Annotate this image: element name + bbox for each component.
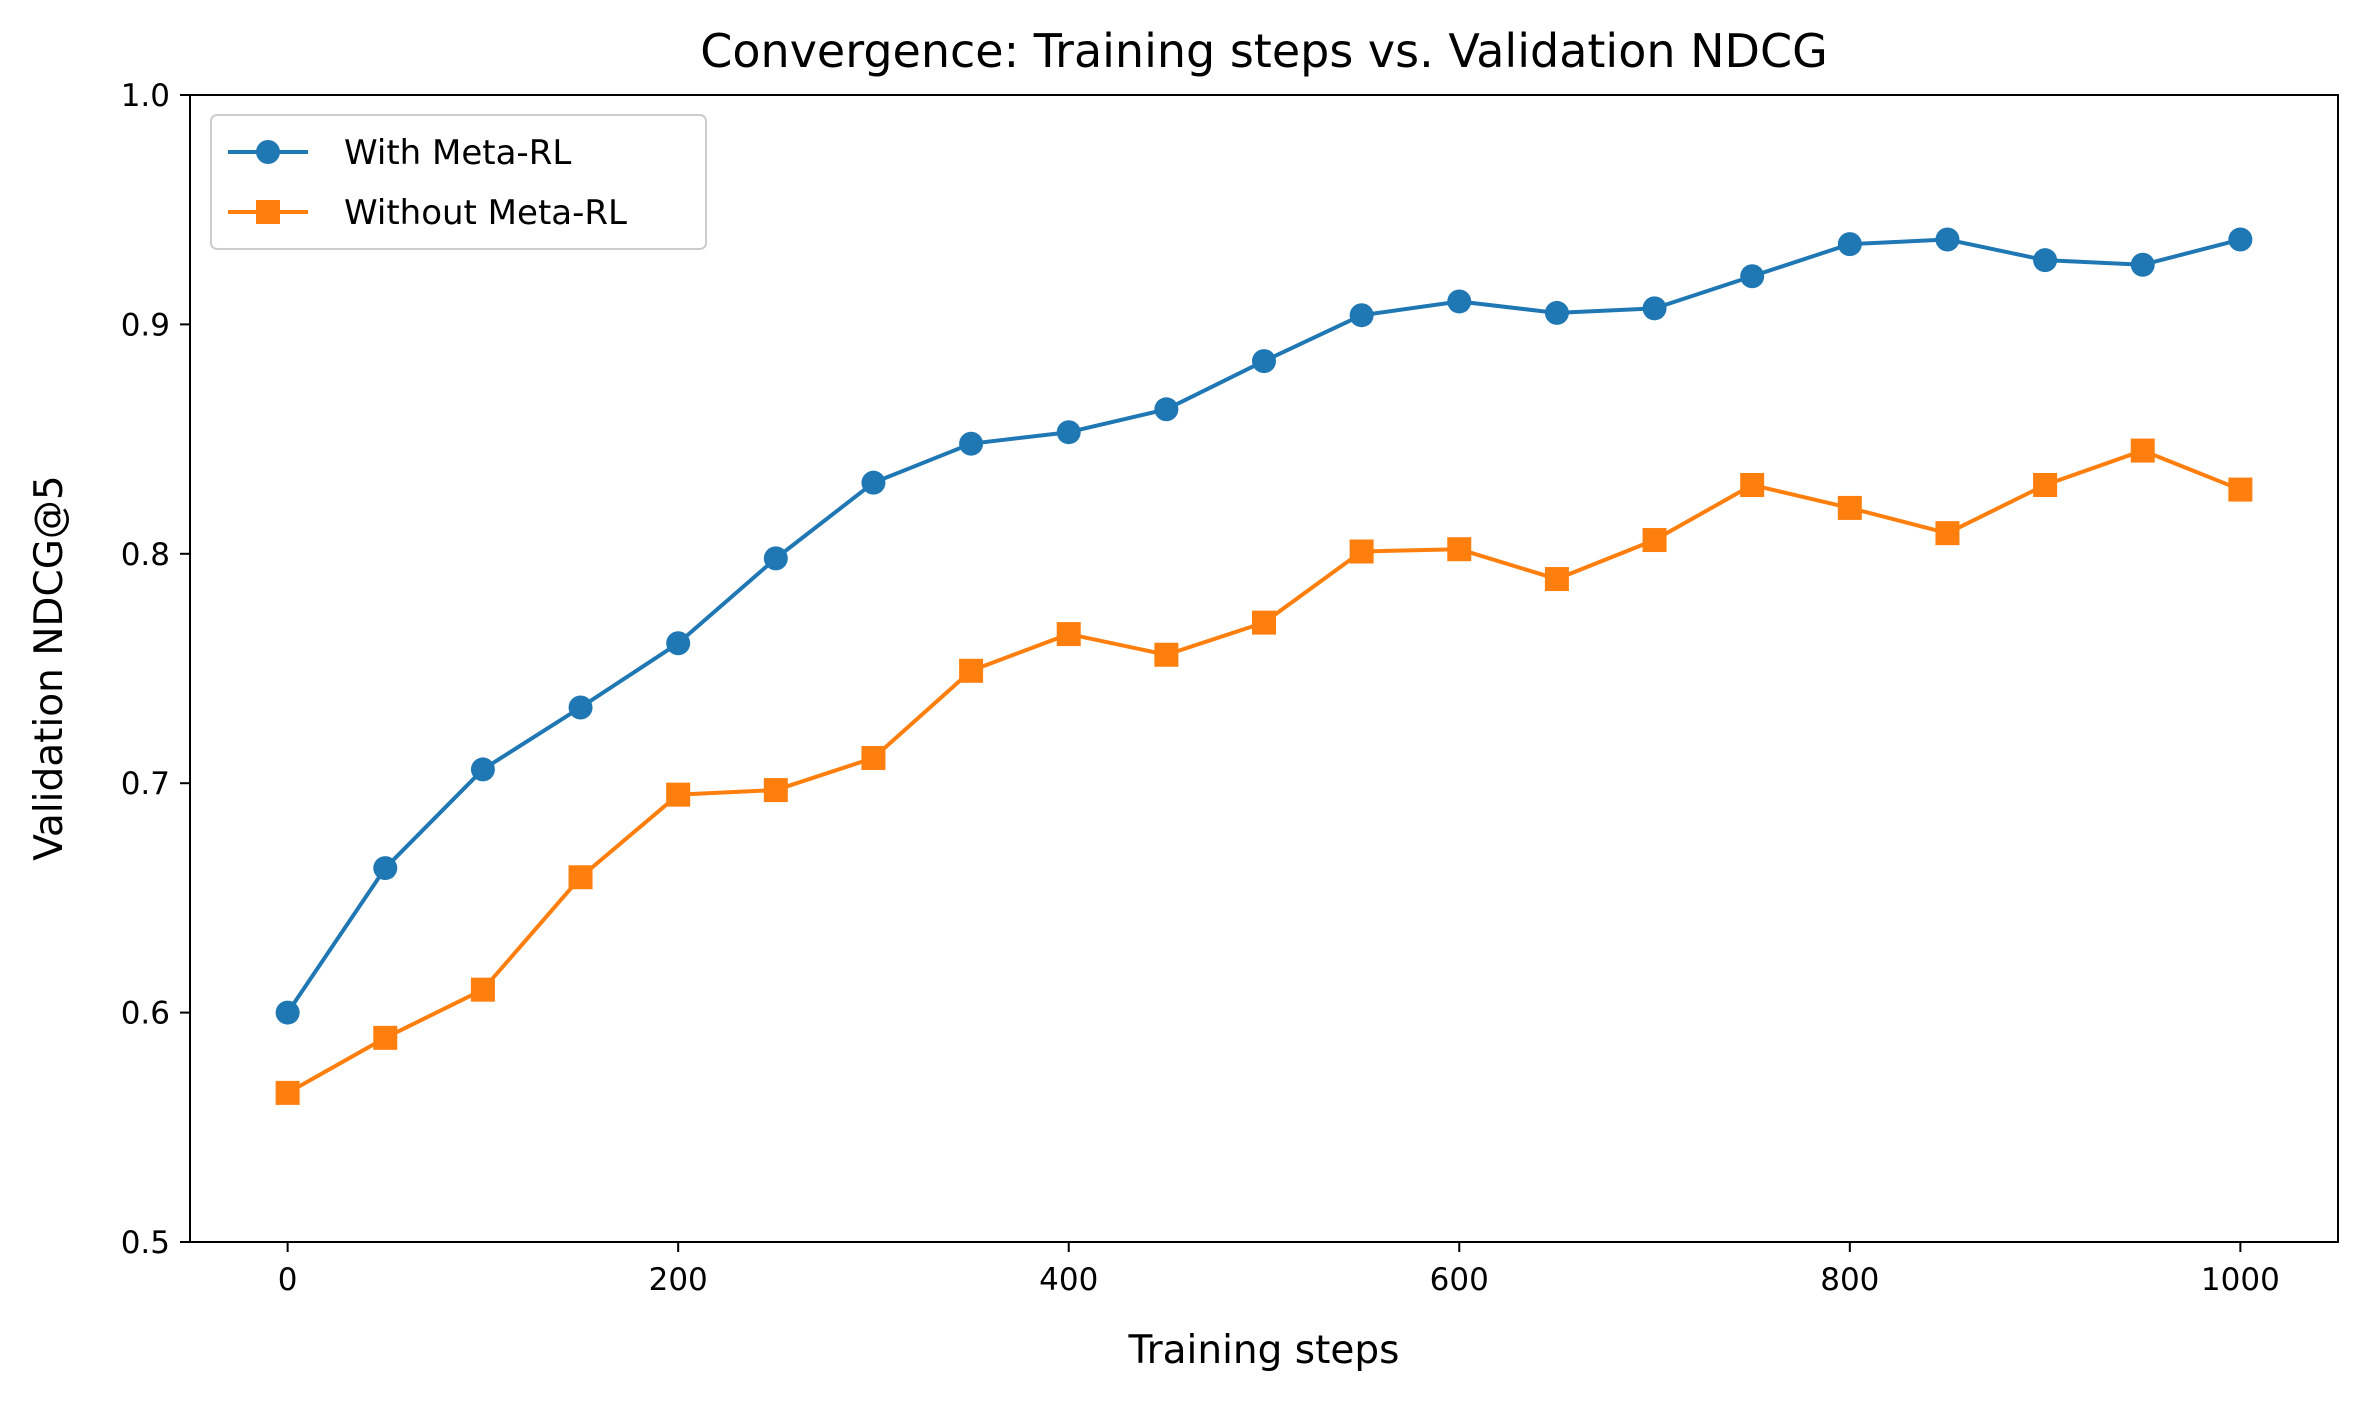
data-point-without-meta-rl: [1056, 622, 1081, 647]
data-point-without-meta-rl: [2228, 477, 2253, 502]
data-point-without-meta-rl: [275, 1080, 300, 1105]
data-point-without-meta-rl: [470, 977, 495, 1002]
data-point-without-meta-rl: [763, 778, 788, 803]
data-point-with-meta-rl: [2228, 227, 2253, 252]
data-point-without-meta-rl: [1740, 472, 1765, 497]
y-axis-label: Validation NDCG@5: [27, 475, 72, 860]
x-tick-label: 600: [1430, 1262, 1489, 1298]
legend: With Meta-RL Without Meta-RL: [210, 114, 707, 250]
data-point-with-meta-rl: [1935, 227, 1960, 252]
data-point-with-meta-rl: [2033, 248, 2058, 273]
data-point-without-meta-rl: [1447, 537, 1472, 562]
legend-marker-with-meta-rl: [256, 140, 280, 164]
data-point-with-meta-rl: [470, 757, 495, 782]
y-tick-label: 0.6: [121, 996, 170, 1032]
data-point-without-meta-rl: [568, 865, 593, 890]
data-point-without-meta-rl: [2033, 472, 2058, 497]
axes-frame: [189, 94, 2339, 1243]
y-tick-label: 0.5: [121, 1225, 170, 1261]
data-point-without-meta-rl: [1252, 610, 1276, 635]
data-point-without-meta-rl: [666, 782, 691, 807]
data-point-with-meta-rl: [1056, 420, 1081, 445]
data-point-without-meta-rl: [1837, 495, 1862, 520]
y-tick-label: 0.8: [121, 537, 170, 573]
data-point-with-meta-rl: [1447, 289, 1472, 314]
data-point-with-meta-rl: [959, 431, 984, 456]
series-layer: [275, 227, 2253, 1105]
data-point-with-meta-rl: [568, 695, 593, 720]
legend-label-without-meta-rl: Without Meta-RL: [344, 193, 627, 233]
data-point-with-meta-rl: [1252, 349, 1276, 374]
data-point-with-meta-rl: [1642, 296, 1667, 321]
y-axis: 0.5 0.6 0.7 0.8 0.9 1.0: [121, 78, 190, 1261]
data-point-without-meta-rl: [1935, 521, 1960, 546]
x-tick-label: 200: [649, 1262, 708, 1298]
data-point-without-meta-rl: [959, 658, 984, 683]
data-point-without-meta-rl: [373, 1025, 398, 1050]
data-point-without-meta-rl: [1349, 539, 1374, 564]
data-point-without-meta-rl: [861, 745, 886, 770]
x-axis-label: Training steps: [1128, 1328, 1400, 1373]
data-point-without-meta-rl: [1642, 528, 1667, 553]
data-point-with-meta-rl: [763, 546, 788, 571]
data-point-with-meta-rl: [1740, 264, 1765, 289]
x-axis: 0 200 400 600 800 1000: [278, 1242, 2280, 1298]
legend-label-with-meta-rl: With Meta-RL: [344, 133, 571, 173]
data-point-without-meta-rl: [1544, 567, 1569, 592]
x-tick-label: 0: [278, 1262, 298, 1298]
x-tick-label: 400: [1039, 1262, 1098, 1298]
data-point-without-meta-rl: [1154, 642, 1179, 667]
chart-title: Convergence: Training steps vs. Validati…: [700, 24, 1827, 78]
data-point-with-meta-rl: [861, 470, 886, 495]
y-tick-label: 0.7: [121, 766, 170, 802]
data-point-with-meta-rl: [2130, 252, 2155, 277]
data-point-with-meta-rl: [1349, 303, 1374, 328]
data-point-with-meta-rl: [275, 1000, 300, 1025]
y-tick-label: 1.0: [121, 78, 170, 114]
data-point-without-meta-rl: [2130, 438, 2155, 463]
data-point-with-meta-rl: [1154, 397, 1179, 422]
legend-box: [210, 114, 707, 250]
y-tick-label: 0.9: [121, 307, 170, 343]
data-point-with-meta-rl: [1544, 300, 1569, 325]
data-point-with-meta-rl: [1837, 232, 1862, 257]
data-point-with-meta-rl: [373, 856, 398, 881]
data-point-with-meta-rl: [666, 631, 691, 656]
x-tick-label: 1000: [2201, 1262, 2280, 1298]
x-tick-label: 800: [1820, 1262, 1879, 1298]
legend-marker-without-meta-rl: [256, 200, 280, 224]
plot-area: [189, 94, 2339, 1243]
